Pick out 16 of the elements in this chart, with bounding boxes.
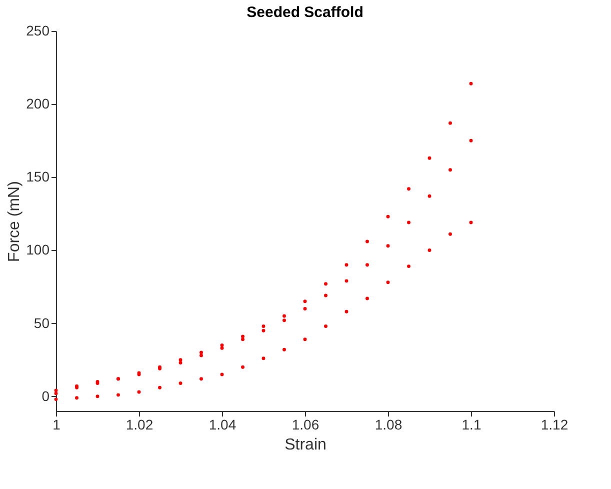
- y-tick-label: 200: [26, 96, 50, 112]
- x-tick-label: 1.02: [126, 416, 154, 432]
- x-tick-label: 1.08: [374, 416, 402, 432]
- x-tick-label: 1.06: [292, 416, 320, 432]
- y-tick-label: 150: [26, 168, 50, 185]
- x-tick-label: 1.04: [208, 416, 236, 432]
- chart-title: Seeded Scaffold: [246, 4, 364, 21]
- y-tick-label: 250: [26, 22, 50, 38]
- y-tick-label: 100: [26, 242, 50, 258]
- y-axis-title: Force (mN): [6, 181, 24, 262]
- x-tick-label: 1.1: [462, 416, 482, 432]
- y-tick-label: 0: [42, 388, 50, 404]
- x-tick-label: 1.12: [540, 416, 568, 432]
- x-axis-title: Strain: [284, 436, 326, 454]
- y-tick-label: 50: [34, 314, 50, 331]
- x-tick-label: 1: [52, 416, 61, 432]
